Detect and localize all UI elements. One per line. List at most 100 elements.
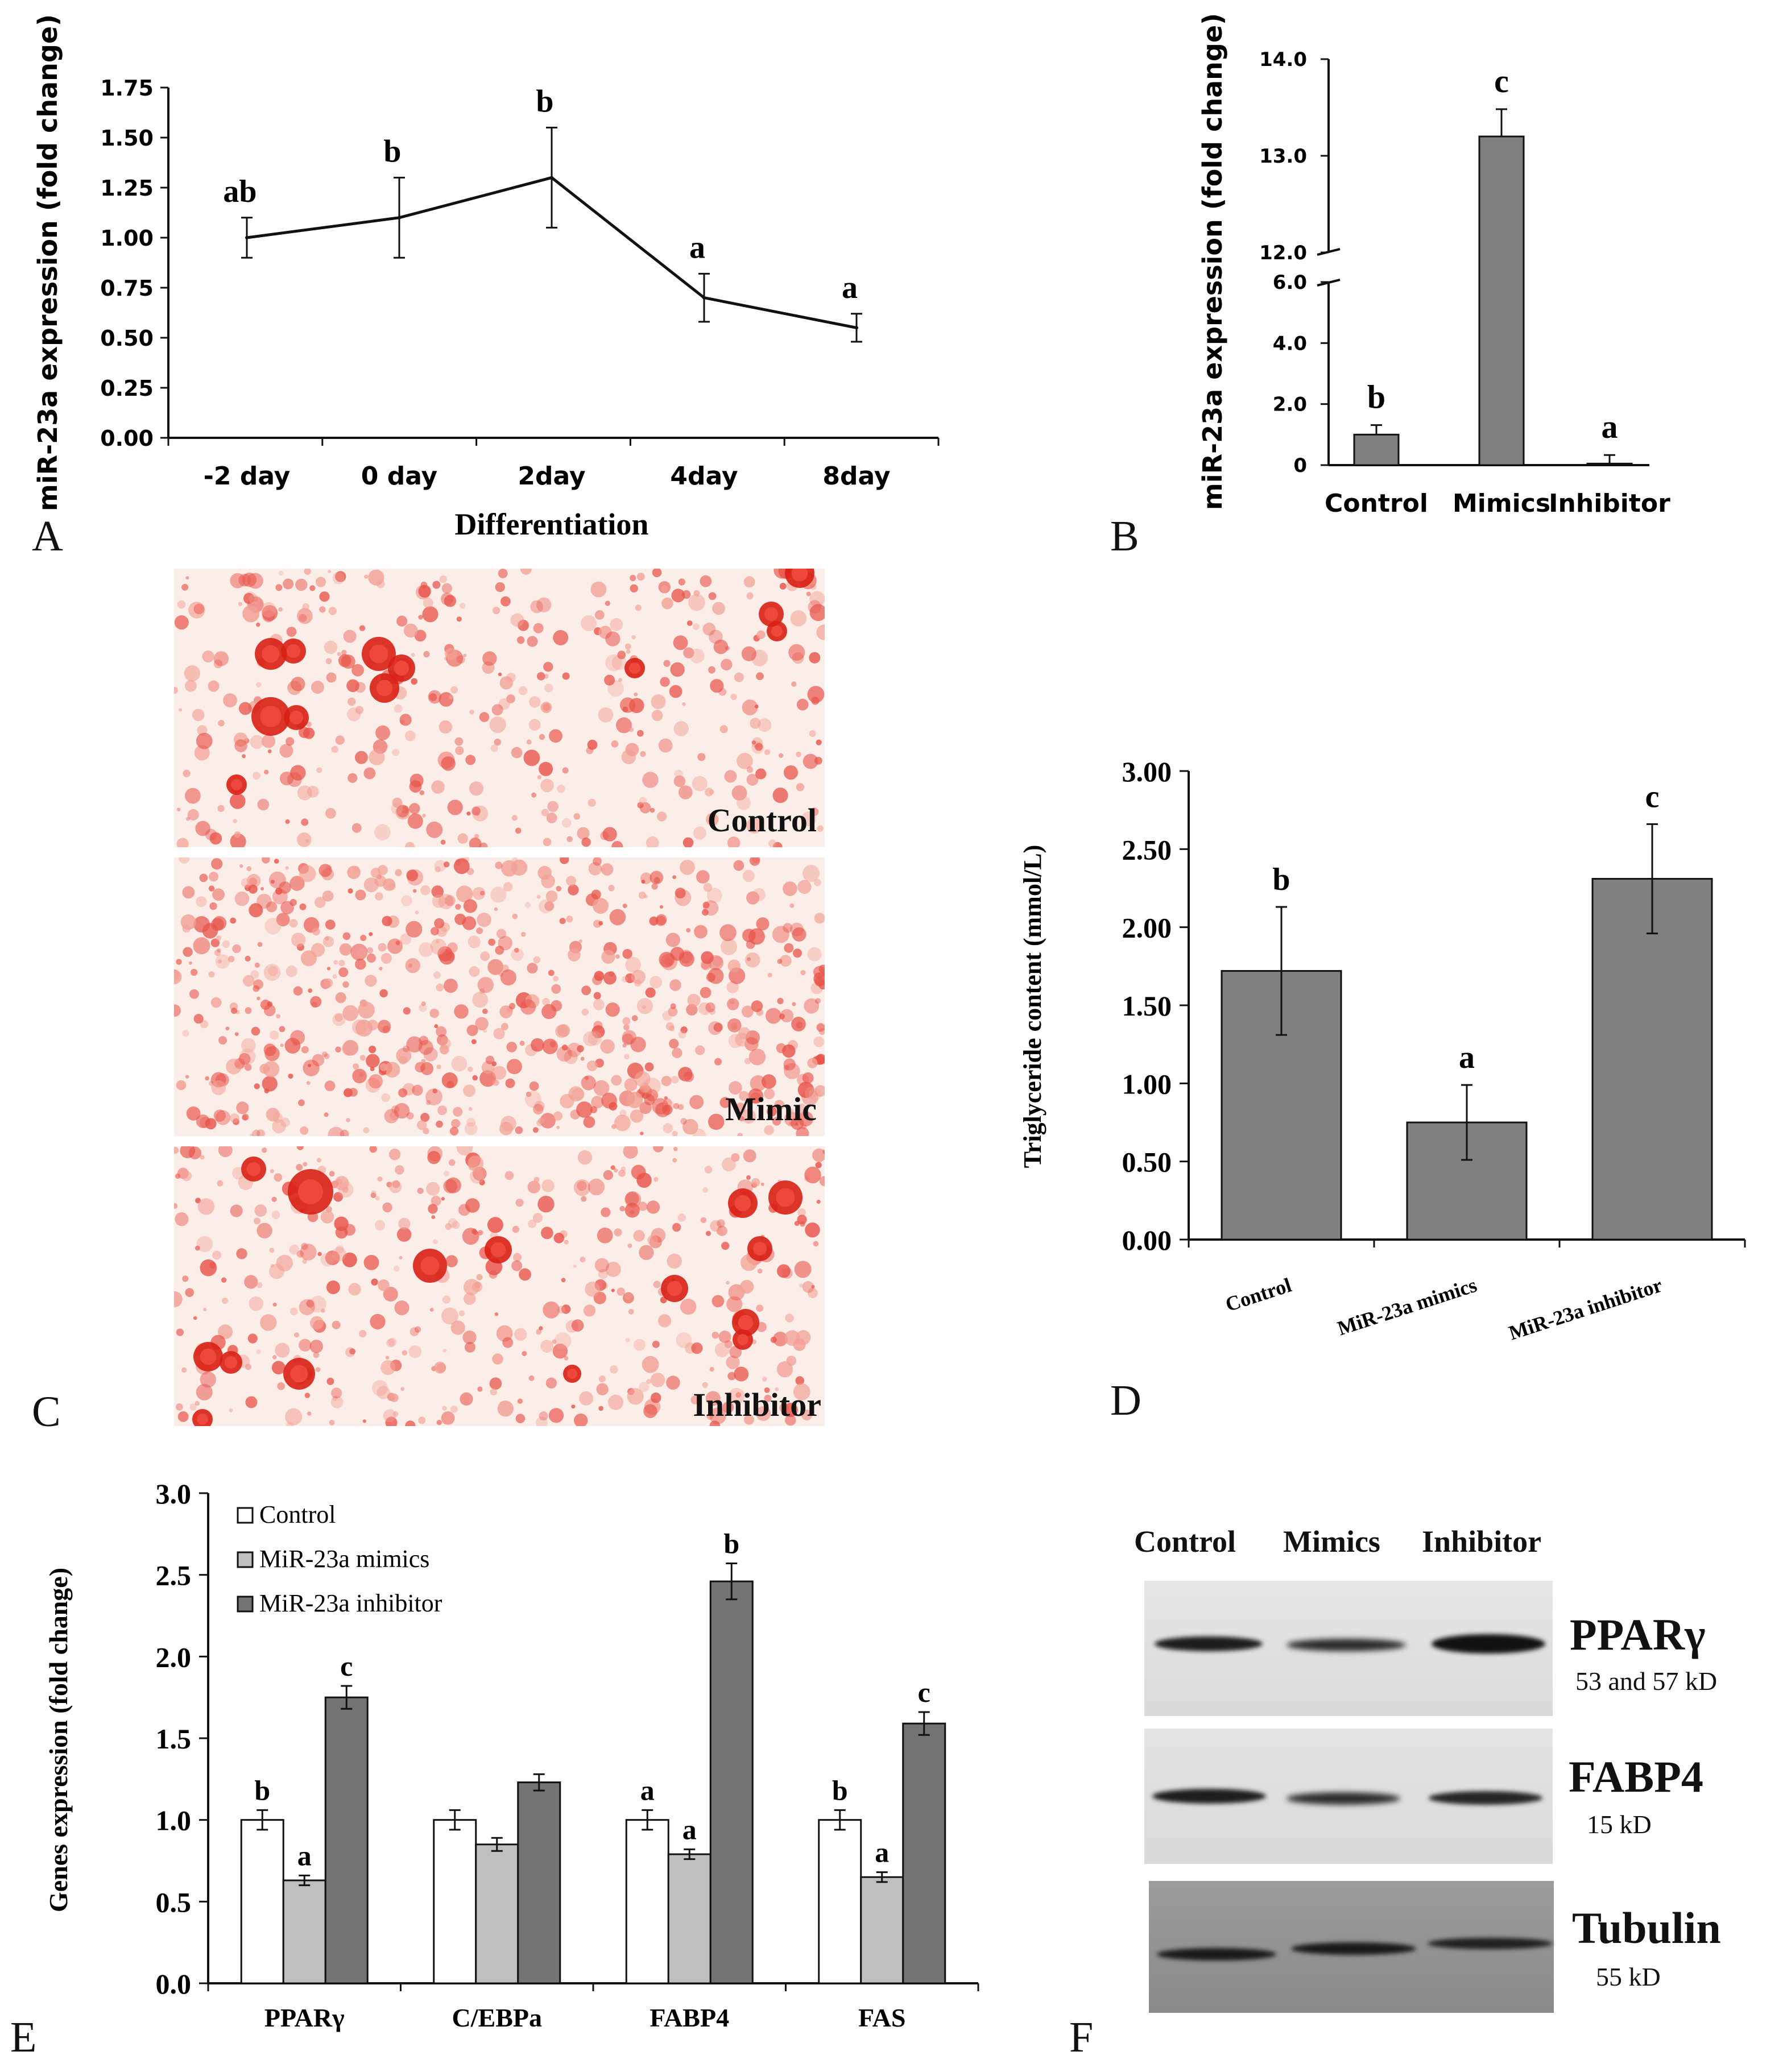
stain-speck bbox=[176, 807, 181, 812]
panel-label-a: A bbox=[32, 512, 63, 560]
stain-speck bbox=[815, 998, 821, 1004]
stain-speck bbox=[455, 904, 461, 910]
stain-speck bbox=[396, 1227, 412, 1242]
stain-speck bbox=[566, 836, 573, 843]
stain-speck bbox=[588, 798, 596, 807]
stain-speck bbox=[218, 720, 225, 727]
lipid-droplet-core bbox=[225, 1356, 237, 1369]
data-point bbox=[550, 176, 553, 180]
stain-speck bbox=[796, 751, 801, 757]
stain-speck bbox=[242, 754, 246, 759]
stain-speck bbox=[756, 1009, 764, 1016]
stain-speck bbox=[610, 1165, 615, 1170]
stain-speck bbox=[432, 894, 446, 908]
stain-speck bbox=[686, 620, 693, 626]
stain-speck bbox=[806, 591, 811, 596]
stain-speck bbox=[230, 793, 246, 809]
stain-speck bbox=[816, 1199, 821, 1204]
lipid-droplet-core bbox=[262, 645, 280, 663]
stain-speck bbox=[579, 1391, 593, 1406]
lipid-droplet-core bbox=[734, 1195, 751, 1212]
stain-speck bbox=[213, 659, 223, 669]
legend-swatch bbox=[237, 1507, 254, 1524]
stain-speck bbox=[342, 1252, 357, 1267]
stain-speck bbox=[352, 1020, 367, 1035]
stain-speck bbox=[245, 1007, 252, 1014]
stain-speck bbox=[368, 1074, 383, 1089]
stain-speck bbox=[650, 1373, 665, 1387]
stain-speck bbox=[495, 582, 505, 592]
stain-speck bbox=[585, 1076, 589, 1080]
stain-speck bbox=[425, 1088, 442, 1106]
stain-speck bbox=[534, 1101, 545, 1112]
stain-speck bbox=[407, 813, 423, 829]
stain-speck bbox=[511, 857, 518, 864]
stain-speck bbox=[216, 935, 222, 941]
stain-speck bbox=[366, 947, 374, 954]
stain-speck bbox=[406, 921, 423, 938]
stain-speck bbox=[784, 1330, 800, 1346]
stain-speck bbox=[635, 604, 642, 611]
stain-speck bbox=[313, 1352, 320, 1358]
bar-mir-23a-inhibitor bbox=[324, 1696, 369, 1984]
stain-speck bbox=[622, 976, 628, 983]
stain-speck bbox=[289, 876, 305, 891]
bar-control bbox=[240, 1819, 284, 1984]
stain-speck bbox=[432, 1239, 438, 1244]
stain-speck bbox=[394, 1265, 400, 1272]
stain-speck bbox=[636, 573, 645, 581]
stain-speck bbox=[409, 803, 420, 814]
stain-speck bbox=[814, 878, 821, 886]
stain-speck bbox=[411, 653, 415, 657]
stain-speck bbox=[309, 1295, 326, 1313]
stain-speck bbox=[448, 1159, 456, 1166]
stain-speck bbox=[735, 1392, 742, 1398]
stain-speck bbox=[245, 1364, 251, 1370]
stain-speck bbox=[316, 1158, 321, 1163]
stain-speck bbox=[242, 1114, 248, 1121]
stain-speck bbox=[311, 681, 324, 694]
stain-speck bbox=[739, 1091, 749, 1101]
stain-speck bbox=[218, 1324, 233, 1340]
stain-speck bbox=[702, 909, 709, 916]
stain-speck bbox=[280, 901, 294, 915]
stain-speck bbox=[391, 802, 403, 815]
stain-speck bbox=[601, 950, 615, 964]
stain-speck bbox=[566, 915, 573, 923]
stain-speck bbox=[543, 838, 552, 847]
stain-speck bbox=[267, 749, 272, 753]
stain-speck bbox=[408, 1345, 422, 1358]
stain-speck bbox=[682, 837, 694, 847]
stain-speck bbox=[400, 933, 412, 945]
stain-speck bbox=[609, 909, 626, 926]
stain-speck bbox=[288, 1074, 293, 1079]
stain-speck bbox=[622, 706, 628, 712]
stain-speck bbox=[618, 678, 622, 682]
stain-speck bbox=[590, 1106, 598, 1113]
stain-speck bbox=[234, 831, 241, 838]
band bbox=[1432, 1634, 1545, 1654]
stain-speck bbox=[441, 1307, 458, 1325]
stain-speck bbox=[807, 947, 822, 962]
stain-speck bbox=[366, 1054, 380, 1068]
stain-speck bbox=[250, 1133, 254, 1136]
axis-break-mark bbox=[1317, 248, 1341, 256]
stain-speck bbox=[449, 1126, 459, 1136]
stain-speck bbox=[302, 603, 309, 611]
bar bbox=[1586, 462, 1633, 466]
stain-speck bbox=[536, 894, 541, 899]
stain-speck bbox=[708, 592, 717, 600]
stain-speck bbox=[639, 1083, 650, 1093]
stain-speck bbox=[270, 1030, 279, 1040]
stain-speck bbox=[253, 979, 263, 990]
stain-speck bbox=[729, 1081, 742, 1095]
lipid-droplet-core bbox=[771, 625, 783, 637]
stain-speck bbox=[802, 1072, 814, 1084]
stain-speck bbox=[365, 975, 377, 987]
stain-speck bbox=[463, 899, 477, 913]
x-axis-title: Differentiation bbox=[455, 507, 649, 541]
stain-speck bbox=[651, 710, 663, 722]
stain-speck bbox=[650, 871, 664, 885]
stain-speck bbox=[343, 629, 357, 643]
stain-speck bbox=[333, 960, 338, 965]
